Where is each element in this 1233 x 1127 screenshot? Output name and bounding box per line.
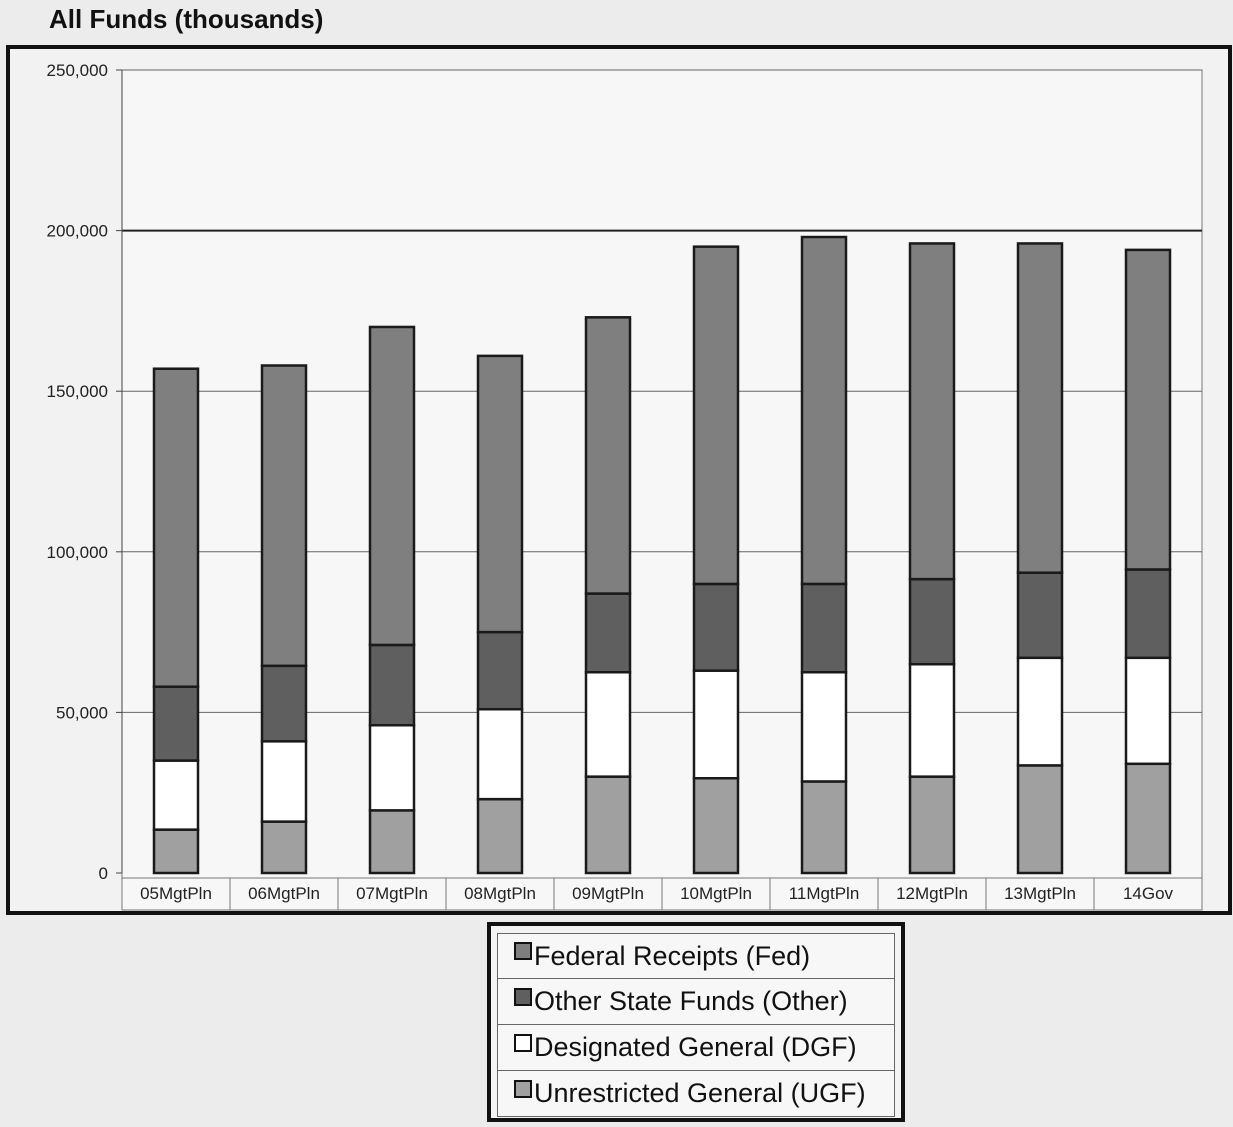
bar-segment [1124, 762, 1172, 875]
legend-swatch [514, 1079, 532, 1098]
bar-segment [1016, 656, 1064, 767]
bar-segment [800, 671, 848, 783]
bar-segment [692, 582, 740, 672]
bar-segment [908, 662, 956, 778]
bar-segment [908, 775, 956, 875]
legend-label: Other State Funds (Other) [534, 986, 848, 1016]
bar-segment [1016, 242, 1064, 574]
x-tick-label: 14Gov [1123, 884, 1174, 903]
y-axis: 0 50,000 100,000 150,000 200,000 250,000 [47, 61, 123, 883]
bar-segment [476, 630, 524, 711]
bar-segment [152, 759, 200, 831]
x-axis: 05MgtPln 06MgtPln 07MgtPln 08MgtPln 09MgtPln… [121, 877, 1203, 911]
legend-item: Other State Funds (Other) [497, 979, 895, 1025]
legend-item: Federal Receipts (Fed) [497, 933, 895, 979]
bar-segment [1124, 248, 1172, 571]
x-tick-label: 12MgtPln [896, 884, 968, 903]
legend-label: Designated General (DGF) [534, 1032, 857, 1062]
x-tick-label: 05MgtPln [140, 884, 212, 903]
x-tick-label: 08MgtPln [464, 884, 536, 903]
bar-segment [584, 316, 632, 595]
bar-segment [260, 364, 308, 668]
y-tick-label: 0 [99, 864, 108, 883]
bar-segment [584, 671, 632, 778]
y-tick-label: 150,000 [47, 382, 108, 401]
y-tick-label: 50,000 [56, 703, 108, 722]
bar-segment [152, 685, 200, 762]
x-category-cell [337, 877, 447, 911]
bar-segment [584, 592, 632, 674]
bar-segment [908, 577, 956, 666]
legend: Federal Receipts (Fed) Other State Funds … [487, 922, 905, 1122]
bar-segment [476, 354, 524, 634]
y-tick-label: 100,000 [47, 543, 108, 562]
bar-segment [1124, 656, 1172, 766]
x-category-cell [769, 877, 879, 911]
bar-segment [584, 775, 632, 875]
bar-segment [1124, 568, 1172, 660]
x-tick-label: 11MgtPln [789, 884, 860, 903]
chart-title: All Funds (thousands) [49, 4, 324, 34]
x-category-cell [445, 877, 555, 911]
y-tick-label: 200,000 [47, 222, 108, 241]
bar-segment [800, 582, 848, 674]
bar-segment [476, 797, 524, 875]
bar-segment [800, 780, 848, 875]
bar-segment [476, 707, 524, 801]
x-category-cell [877, 877, 987, 911]
bar-segment [152, 828, 200, 875]
x-tick-label: 10MgtPln [680, 884, 752, 903]
x-category-cell [661, 877, 771, 911]
bar-segment [1016, 571, 1064, 660]
x-category-cell [1093, 877, 1203, 911]
legend-label: Federal Receipts (Fed) [534, 940, 811, 971]
stacked-bar-chart: 0 50,000 100,000 150,000 200,000 250,000 05Mg… [6, 45, 1232, 915]
bar-segment [368, 325, 416, 647]
bar-segment [908, 242, 956, 581]
bar-segment [260, 740, 308, 823]
bar-segment [692, 776, 740, 875]
bar-segment [368, 723, 416, 812]
bar-segment [260, 664, 308, 743]
bar-segment [368, 809, 416, 875]
legend-label: Unrestricted General (UGF) [534, 1078, 866, 1108]
bar-segment [368, 643, 416, 727]
legend-swatch [514, 942, 532, 960]
x-category-cell [121, 877, 231, 911]
y-tick-label: 250,000 [47, 61, 108, 80]
bars [152, 235, 1172, 875]
legend-swatch [514, 1033, 532, 1052]
legend-item: Unrestricted General (UGF) [497, 1071, 895, 1117]
bar-segment [692, 669, 740, 780]
x-category-cell [985, 877, 1095, 911]
legend-item: Designated General (DGF) [497, 1025, 895, 1071]
x-tick-label: 13MgtPln [1004, 884, 1076, 903]
bar-segment [152, 367, 200, 688]
x-tick-label: 07MgtPln [356, 884, 428, 903]
bar-segment [692, 245, 740, 586]
x-tick-label: 09MgtPln [572, 884, 644, 903]
x-tick-label: 06MgtPln [248, 884, 320, 903]
bar-segment [800, 235, 848, 586]
bar-segment [1016, 764, 1064, 875]
x-category-cell [553, 877, 663, 911]
bar-segment [260, 820, 308, 875]
legend-swatch [514, 987, 532, 1006]
